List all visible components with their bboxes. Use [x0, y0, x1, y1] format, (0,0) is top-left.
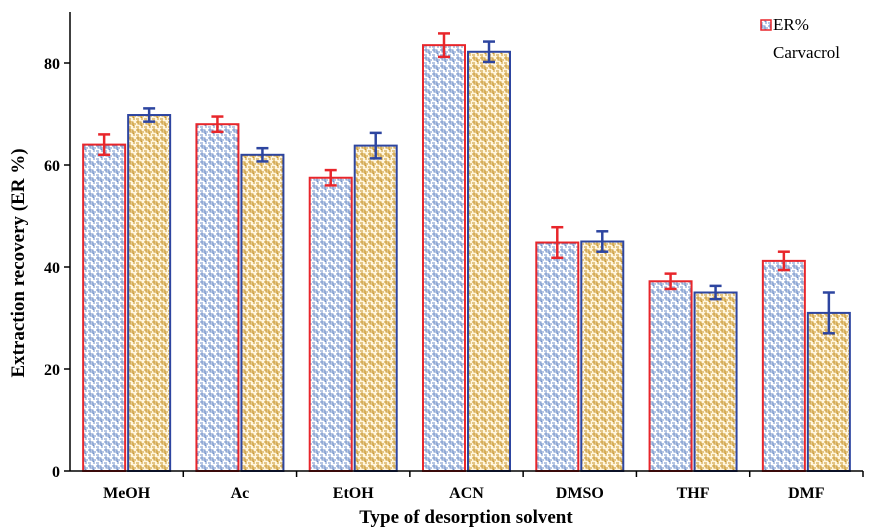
bar-carvacrol-acn: [467, 50, 511, 472]
bar-er--dmso: [535, 241, 580, 472]
bars-group: [82, 44, 851, 473]
bar-er--ac: [195, 123, 240, 472]
y-axis-label: Extraction recovery (ER %): [8, 148, 29, 377]
y-ticks-group: 0 20 40 60 80: [44, 56, 70, 481]
bar-er--acn: [422, 44, 466, 473]
x-tick-label: THF: [677, 485, 710, 502]
error-bars-group: [98, 32, 835, 335]
bar-carvacrol-dmso: [580, 240, 625, 472]
bar-er--meoh: [82, 143, 127, 472]
legend: ER% Carvacrol: [760, 15, 840, 62]
bar-er--dmf: [761, 259, 806, 472]
x-tick-label: DMF: [788, 485, 825, 502]
bar-carvacrol-meoh: [127, 114, 172, 473]
bar-carvacrol-etoh: [353, 144, 398, 472]
x-axis-label: Type of desorption solvent: [359, 507, 573, 527]
y-tick-label: 80: [44, 56, 60, 73]
y-tick-label: 0: [52, 464, 60, 481]
y-tick-label: 20: [44, 362, 60, 379]
bar-er--etoh: [308, 176, 353, 472]
x-tick-label: EtOH: [333, 485, 374, 502]
x-ticks-group: MeOH Ac EtOH ACN DMSO THF DMF: [103, 471, 864, 502]
y-tick-label: 60: [44, 158, 60, 175]
x-tick-label: MeOH: [103, 485, 151, 502]
bar-carvacrol-thf: [693, 291, 738, 472]
bar-carvacrol-ac: [240, 153, 285, 473]
x-tick-label: ACN: [449, 485, 484, 502]
x-tick-label: DMSO: [556, 485, 604, 502]
y-tick-label: 40: [44, 260, 60, 277]
legend-label-carvacrol: Carvacrol: [773, 43, 840, 62]
bar-carvacrol-dmf: [806, 311, 851, 472]
legend-swatch-er: [760, 19, 772, 31]
legend-label-er: ER%: [773, 15, 809, 34]
x-tick-label: Ac: [231, 485, 250, 502]
bar-er--thf: [648, 280, 693, 472]
